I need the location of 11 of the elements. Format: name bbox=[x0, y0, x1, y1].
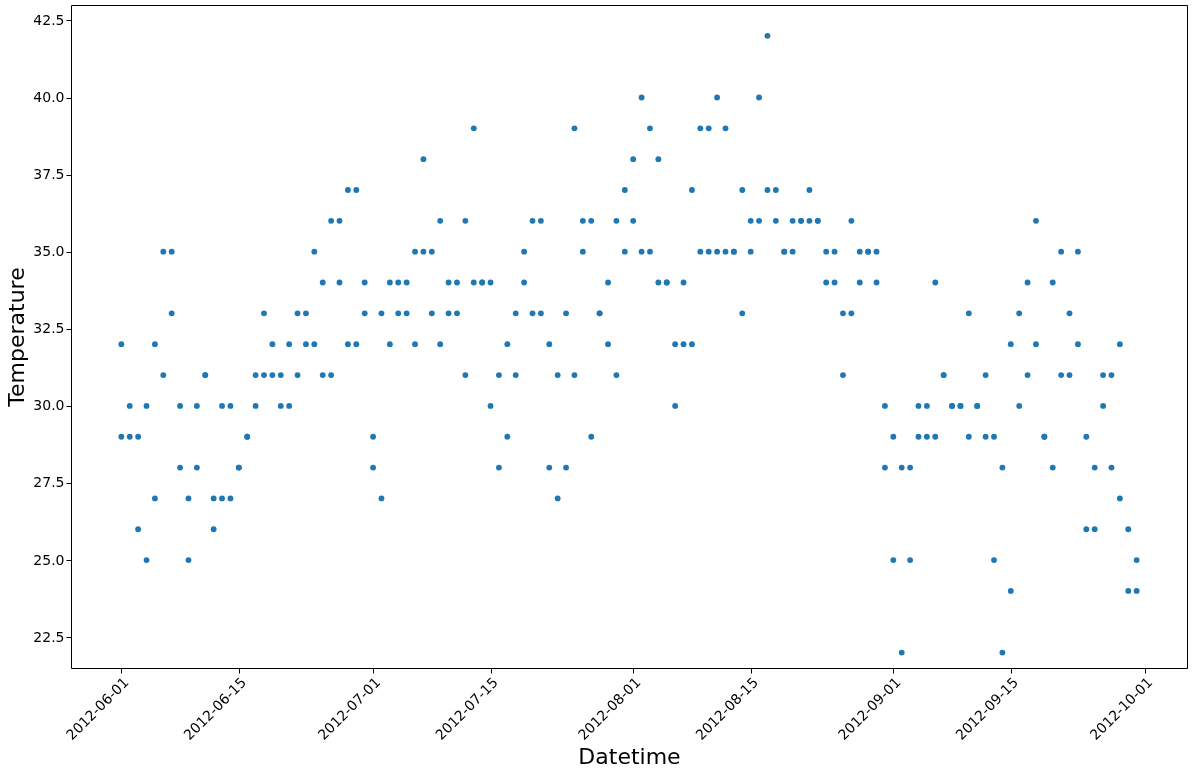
y-tick-label: 22.5 bbox=[33, 628, 65, 645]
x-axis-title: Datetime bbox=[578, 743, 681, 769]
y-tick-label: 42.5 bbox=[33, 11, 65, 28]
y-tick-label: 32.5 bbox=[33, 320, 65, 337]
y-tick-label: 37.5 bbox=[33, 166, 65, 183]
y-axis-title: Temperature bbox=[4, 267, 30, 408]
y-tick-label: 27.5 bbox=[33, 474, 65, 491]
y-tick-label: 25.0 bbox=[33, 551, 65, 568]
y-tick-label: 40.0 bbox=[33, 89, 65, 106]
y-tick-label: 35.0 bbox=[33, 243, 65, 260]
y-tick-label: 30.0 bbox=[33, 397, 65, 414]
